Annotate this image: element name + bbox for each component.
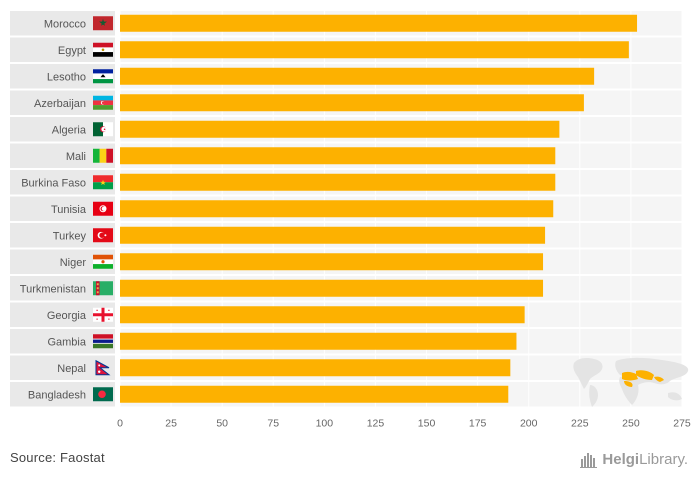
helgilibrary-logo[interactable]: HelgiLibrary. xyxy=(580,448,688,470)
bar[interactable] xyxy=(120,226,546,244)
category-label: Nepal xyxy=(57,363,86,375)
category-label: Bangladesh xyxy=(28,389,86,401)
bar-chart-logo-icon xyxy=(580,453,598,468)
x-tick-label: 25 xyxy=(165,418,177,430)
bar-chart: Morocco Egypt Lesotho Azerbaijan Algeria Mali… xyxy=(10,10,691,430)
bangladesh-flag-icon xyxy=(93,387,113,402)
brand-part1: Helgi xyxy=(602,450,640,468)
bar[interactable] xyxy=(120,359,511,377)
category-label: Morocco xyxy=(44,18,86,30)
x-tick-label: 150 xyxy=(418,418,436,430)
egypt-flag-icon xyxy=(93,42,113,57)
x-tick-label: 250 xyxy=(622,418,640,430)
nepal-flag-icon xyxy=(95,359,111,376)
lesotho-flag-icon xyxy=(93,69,113,84)
x-axis: 0 25 50 75 100 125 150 175 200 225 250 275 xyxy=(117,418,691,430)
category-label: Lesotho xyxy=(47,71,86,83)
x-tick-label: 200 xyxy=(520,418,538,430)
category-label: Gambia xyxy=(47,336,86,348)
category-label: Georgia xyxy=(47,310,87,322)
bar[interactable] xyxy=(120,14,638,32)
x-tick-label: 100 xyxy=(316,418,334,430)
bar[interactable] xyxy=(120,41,629,59)
x-tick-label: 175 xyxy=(469,418,487,430)
category-label: Azerbaijan xyxy=(34,98,86,110)
burkina-faso-flag-icon xyxy=(93,175,113,190)
x-tick-label: 0 xyxy=(117,418,123,430)
brand-name: HelgiLibrary. xyxy=(602,451,688,468)
category-label: Algeria xyxy=(52,124,87,136)
azerbaijan-flag-icon xyxy=(93,95,113,110)
x-tick-label: 125 xyxy=(367,418,385,430)
bar[interactable] xyxy=(120,332,517,350)
x-tick-label: 275 xyxy=(673,418,691,430)
georgia-flag-icon xyxy=(93,307,113,322)
morocco-flag-icon xyxy=(93,16,113,31)
category-label: Egypt xyxy=(58,45,86,57)
x-tick-label: 50 xyxy=(216,418,228,430)
turkey-flag-icon xyxy=(93,228,113,243)
x-tick-label: 75 xyxy=(267,418,279,430)
bar[interactable] xyxy=(120,147,556,165)
source-label: Source: Faostat xyxy=(10,450,105,465)
category-label: Tunisia xyxy=(51,204,87,216)
bar[interactable] xyxy=(120,306,525,324)
bar[interactable] xyxy=(120,253,544,271)
bar[interactable] xyxy=(120,120,560,138)
chart-bars xyxy=(120,14,638,403)
gambia-flag-icon xyxy=(93,334,113,349)
category-label: Mali xyxy=(66,151,86,163)
bar[interactable] xyxy=(120,385,509,403)
world-map-icon xyxy=(573,357,689,407)
brand-part2: Library. xyxy=(639,450,688,468)
turkmenistan-flag-icon xyxy=(93,281,113,296)
tunisia-flag-icon xyxy=(93,201,113,216)
x-tick-label: 225 xyxy=(571,418,589,430)
bar[interactable] xyxy=(120,67,595,85)
category-label: Burkina Faso xyxy=(21,177,86,189)
mali-flag-icon xyxy=(93,148,113,163)
niger-flag-icon xyxy=(93,254,113,269)
bar[interactable] xyxy=(120,173,556,191)
algeria-flag-icon xyxy=(93,122,113,137)
category-label: Turkmenistan xyxy=(20,283,86,295)
bar[interactable] xyxy=(120,200,554,218)
category-label: Turkey xyxy=(53,230,87,242)
bar[interactable] xyxy=(120,94,584,112)
category-label: Niger xyxy=(60,257,87,269)
bar[interactable] xyxy=(120,279,544,297)
